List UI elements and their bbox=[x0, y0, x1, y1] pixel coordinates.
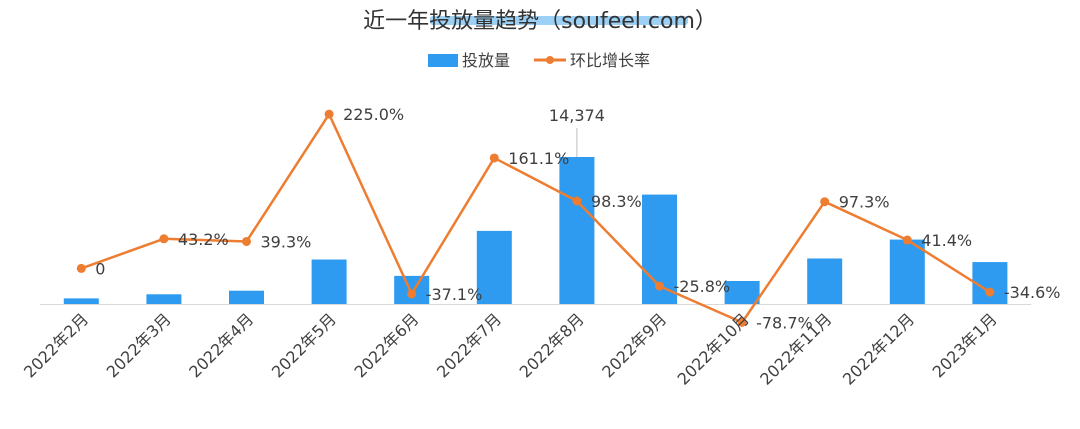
line-point bbox=[655, 281, 664, 291]
line-path bbox=[80, 112, 991, 324]
legend-marker-line bbox=[546, 56, 554, 64]
bar-annotation-label: 14,374 bbox=[549, 106, 605, 125]
x-tick-label: 2022年8月 bbox=[516, 309, 588, 381]
line-data-label: -78.7% bbox=[756, 313, 813, 332]
x-tick-label: 2022年6月 bbox=[350, 309, 422, 381]
line-data-label: -37.1% bbox=[426, 285, 483, 304]
bar bbox=[724, 280, 760, 304]
x-tick-label: 2022年10月 bbox=[674, 309, 753, 388]
line-point bbox=[324, 109, 334, 119]
x-tick-label: 2022年9月 bbox=[598, 309, 670, 381]
line-data-label: 43.2% bbox=[178, 230, 229, 249]
line-data-label: -34.6% bbox=[1004, 283, 1061, 302]
title-highlight bbox=[430, 16, 688, 25]
x-tick-label: 2022年7月 bbox=[433, 309, 505, 381]
x-tick-label: 2022年5月 bbox=[268, 309, 340, 381]
chart-title: 近一年投放量趋势（soufeel.com） bbox=[363, 9, 717, 34]
line-point bbox=[572, 196, 582, 206]
x-tick-label: 2022年4月 bbox=[185, 309, 257, 381]
bar bbox=[311, 259, 347, 304]
line-data-label: 225.0% bbox=[343, 105, 404, 124]
bar bbox=[972, 262, 1008, 304]
bar-series bbox=[63, 157, 1008, 304]
bar bbox=[229, 290, 264, 304]
line-point bbox=[902, 235, 912, 245]
bar bbox=[476, 230, 512, 304]
line-data-label: 161.1% bbox=[508, 149, 569, 168]
line-point bbox=[159, 234, 169, 244]
bar-annotation: 14,374 bbox=[549, 106, 605, 157]
bar bbox=[807, 258, 843, 304]
line-point bbox=[985, 287, 995, 297]
line-series: 0 43.2% 39.3% 225.0% -37.1% 161.1% 98.3% -25.8%… bbox=[76, 105, 1061, 332]
line-data-label: 97.3% bbox=[839, 193, 890, 212]
line-point bbox=[489, 153, 499, 163]
x-tick-label: 2023年1月 bbox=[929, 309, 1001, 381]
bar bbox=[146, 294, 182, 304]
line-point bbox=[737, 317, 747, 327]
x-axis-tick-labels: 2022年2月 2022年3月 2022年4月 2022年5月 2022年6月 2022年… bbox=[20, 309, 1001, 388]
x-tick-label: 2022年3月 bbox=[103, 309, 175, 381]
line-point bbox=[242, 236, 251, 246]
legend: 投放量 环比增长率 bbox=[428, 51, 650, 70]
legend-swatch-bar bbox=[428, 54, 458, 67]
x-tick-label: 2022年12月 bbox=[839, 309, 918, 388]
line-data-label: -25.8% bbox=[674, 277, 731, 296]
line-point bbox=[407, 289, 417, 299]
legend-label-line: 环比增长率 bbox=[570, 51, 650, 70]
x-tick-label: 2022年2月 bbox=[20, 309, 92, 381]
bar bbox=[559, 157, 595, 304]
line-point bbox=[76, 263, 86, 273]
legend-label-bar: 投放量 bbox=[462, 51, 510, 70]
line-data-label: 98.3% bbox=[591, 192, 642, 211]
bar bbox=[63, 298, 99, 304]
line-data-label: 41.4% bbox=[921, 231, 972, 250]
bar bbox=[889, 239, 925, 304]
line-data-label: 0 bbox=[95, 259, 105, 278]
line-point bbox=[820, 197, 830, 207]
line-data-label: 39.3% bbox=[261, 232, 312, 251]
